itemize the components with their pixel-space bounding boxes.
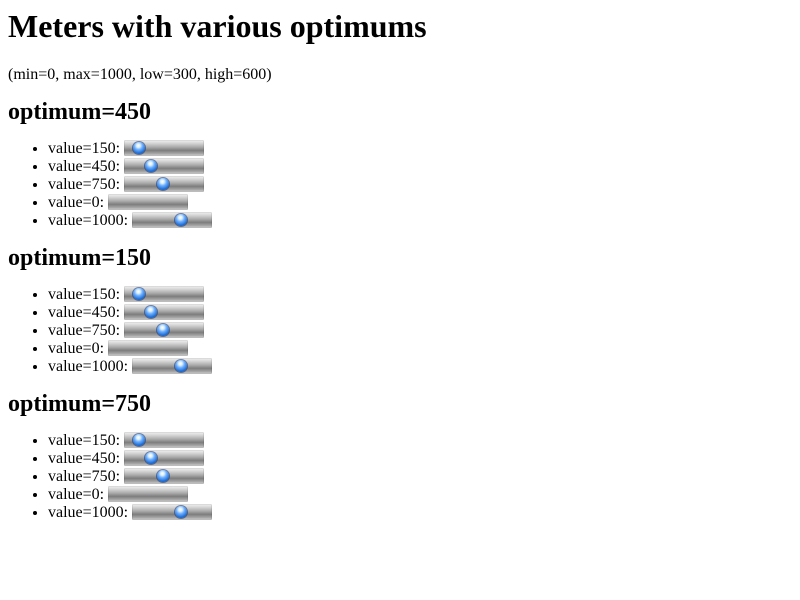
meter-knob [145, 452, 158, 464]
meter-label: value=0: [48, 340, 105, 357]
meter-label: value=750: [48, 468, 121, 485]
list-item: value=1000: [48, 212, 792, 230]
list-item: value=750: [48, 322, 792, 340]
meter-knob [175, 214, 188, 226]
meter-knob [157, 324, 170, 336]
meter-label: value=450: [48, 304, 121, 321]
meter-list: value=150: value=450: value=750: value=0… [8, 140, 792, 230]
meter-knob [157, 178, 170, 190]
list-item: value=450: [48, 450, 792, 468]
meter [132, 358, 213, 374]
meter-knob [175, 360, 188, 372]
meter-label: value=1000: [48, 504, 129, 521]
meter-knob [175, 506, 188, 518]
meter [132, 504, 213, 520]
list-item: value=150: [48, 140, 792, 158]
meter-knob [145, 160, 158, 172]
meter-label: value=0: [48, 194, 105, 211]
meter-knob [157, 470, 170, 482]
list-item: value=750: [48, 468, 792, 486]
meter [132, 212, 213, 228]
meter-list: value=150: value=450: value=750: value=0… [8, 286, 792, 376]
list-item: value=750: [48, 176, 792, 194]
meter [124, 286, 205, 302]
meter [108, 486, 189, 502]
meter-group: optimum=750 value=150: value=450: value=… [8, 390, 792, 522]
page-subtitle: (min=0, max=1000, low=300, high=600) [8, 66, 272, 83]
list-item: value=0: [48, 486, 792, 504]
meter [124, 322, 205, 338]
meter-label: value=750: [48, 176, 121, 193]
meter [124, 450, 205, 466]
list-item: value=0: [48, 194, 792, 212]
meter-label: value=1000: [48, 358, 129, 375]
meter [124, 468, 205, 484]
meter-label: value=150: [48, 432, 121, 449]
list-item: value=1000: [48, 504, 792, 522]
meter [124, 158, 205, 174]
meter-label: value=450: [48, 158, 121, 175]
list-item: value=450: [48, 158, 792, 176]
meter-knob [133, 288, 146, 300]
meter [124, 432, 205, 448]
meter-knob [133, 434, 146, 446]
meter [124, 140, 205, 156]
group-heading: optimum=450 [8, 99, 152, 125]
meter-knob [133, 142, 146, 154]
meter-group: optimum=150 value=150: value=450: value=… [8, 244, 792, 376]
meter-knob [145, 306, 158, 318]
list-item: value=150: [48, 286, 792, 304]
meter-list: value=150: value=450: value=750: value=0… [8, 432, 792, 522]
group-heading: optimum=150 [8, 245, 152, 271]
meter-label: value=450: [48, 450, 121, 467]
meter [108, 194, 189, 210]
list-item: value=150: [48, 432, 792, 450]
meter-group: optimum=450 value=150: value=450: value=… [8, 98, 792, 230]
page-title: Meters with various optimums [8, 8, 427, 44]
meter [124, 176, 205, 192]
meter-label: value=150: [48, 286, 121, 303]
meter-label: value=0: [48, 486, 105, 503]
list-item: value=1000: [48, 358, 792, 376]
meter-label: value=750: [48, 322, 121, 339]
list-item: value=450: [48, 304, 792, 322]
meter [124, 304, 205, 320]
list-item: value=0: [48, 340, 792, 358]
meter-label: value=1000: [48, 212, 129, 229]
meter [108, 340, 189, 356]
page: Meters with various optimums (min=0, max… [0, 0, 800, 522]
meter-label: value=150: [48, 140, 121, 157]
group-heading: optimum=750 [8, 391, 152, 417]
